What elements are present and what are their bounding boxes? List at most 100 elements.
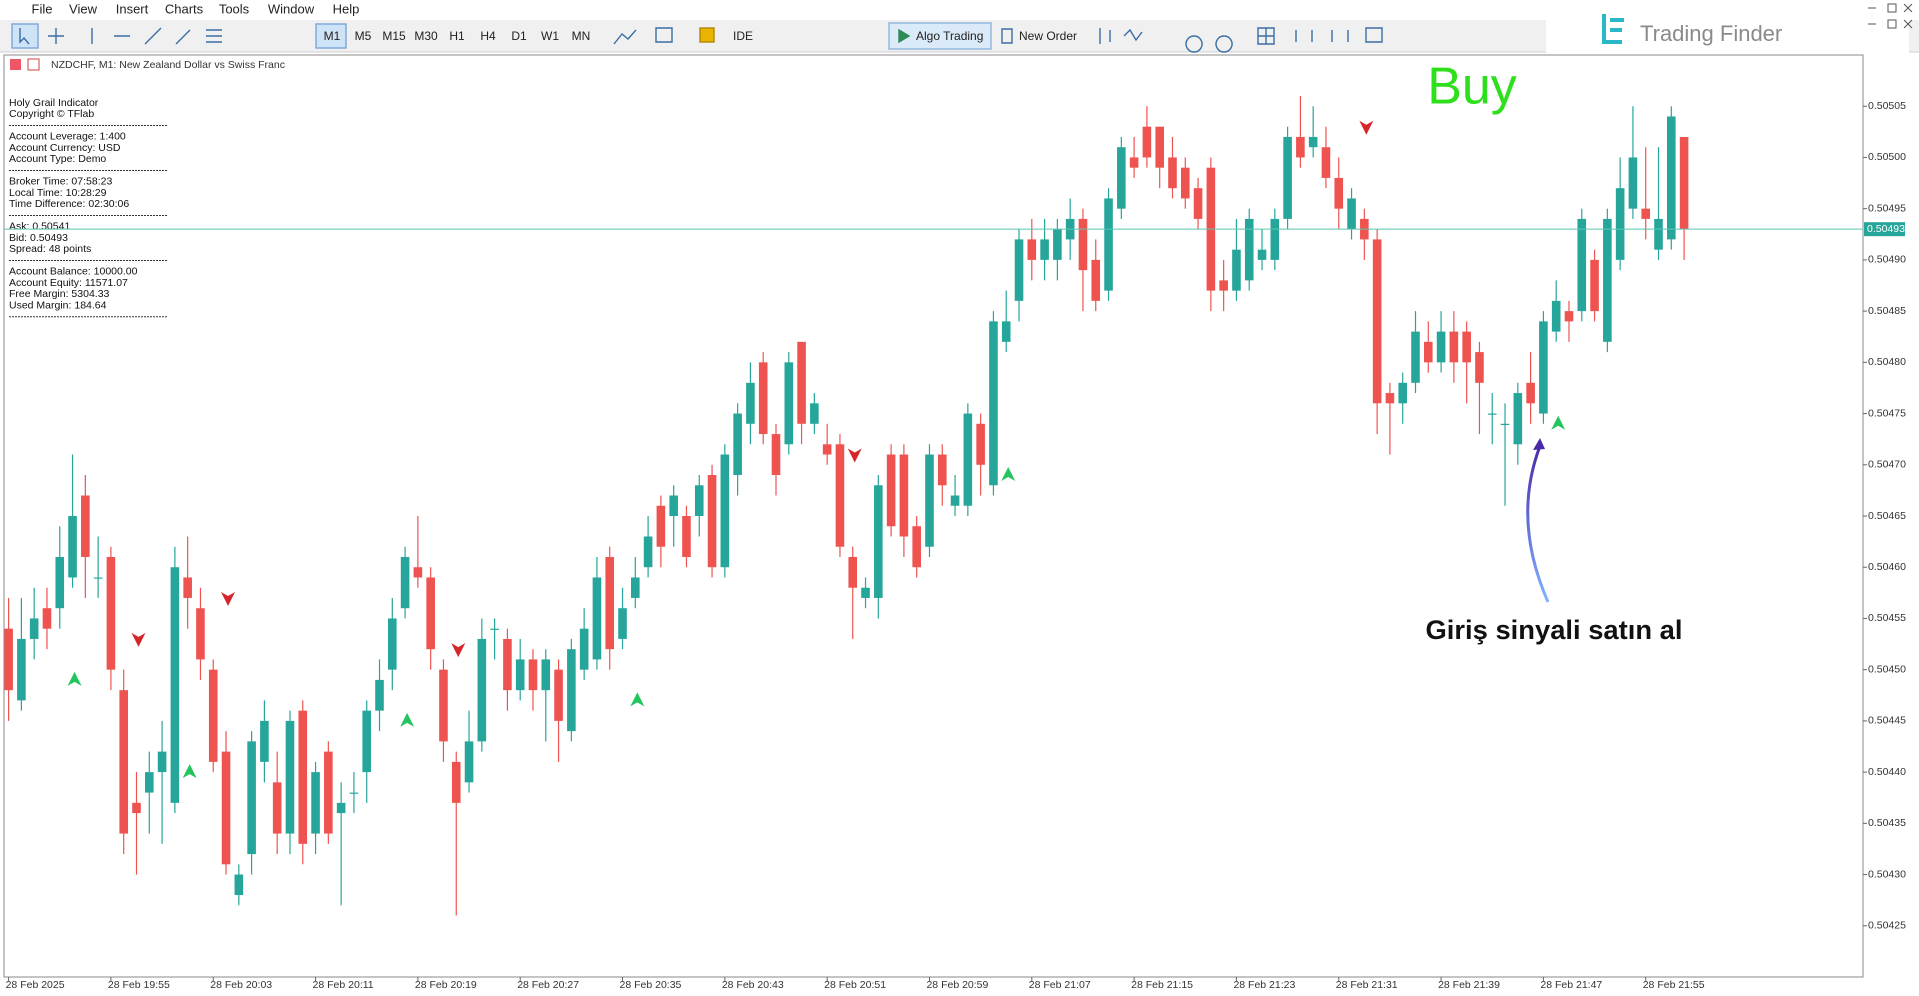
candle-body xyxy=(426,577,435,650)
menu-bar xyxy=(0,0,1919,20)
menu-item[interactable]: Help xyxy=(333,1,360,16)
x-tick-label: 28 Feb 20:11 xyxy=(313,979,374,991)
candle-body xyxy=(528,659,538,691)
current-price-box xyxy=(1864,222,1905,237)
candle-body xyxy=(874,485,883,598)
candle-body xyxy=(1193,188,1203,219)
candle-body xyxy=(400,556,410,609)
menu-item[interactable]: Window xyxy=(268,1,315,16)
y-tick-label: 0.50495 xyxy=(1868,202,1906,214)
candle-body xyxy=(93,577,103,579)
candle-body xyxy=(848,556,858,588)
candle-body xyxy=(1040,239,1049,260)
x-tick-label: 28 Feb 21:47 xyxy=(1540,979,1602,991)
y-tick-label: 0.50440 xyxy=(1868,766,1906,778)
candle-body xyxy=(1347,198,1356,230)
timeframe-button[interactable]: W1 xyxy=(541,29,559,43)
candle-body xyxy=(1551,300,1561,332)
y-tick-label: 0.50450 xyxy=(1868,663,1906,675)
crosshair-icon[interactable] xyxy=(48,28,64,44)
window-controls[interactable] xyxy=(1868,3,1913,29)
candle-body xyxy=(1104,198,1113,291)
candle-body xyxy=(81,495,90,557)
timeframe-button[interactable]: M30 xyxy=(414,29,438,43)
chart-header: NZDCHF, M1: New Zealand Dollar vs Swiss … xyxy=(51,59,285,71)
candle-body xyxy=(784,362,794,445)
candle-body xyxy=(1526,382,1535,404)
candle-body xyxy=(132,802,141,814)
candle-body xyxy=(1219,280,1228,291)
candle-body xyxy=(682,516,691,557)
candle-body xyxy=(119,690,129,834)
info-line: Account Balance: 10000.00 xyxy=(9,266,138,278)
candle-body xyxy=(1296,136,1305,158)
candle-body xyxy=(260,720,269,762)
candle-body xyxy=(324,751,333,834)
buy-arrow xyxy=(400,712,415,727)
candle-body xyxy=(707,475,717,568)
candle-body xyxy=(503,638,512,691)
candle-body xyxy=(1539,321,1548,414)
candle-body xyxy=(157,751,167,773)
timeframe-button[interactable]: M1 xyxy=(324,29,341,43)
buy-arrow xyxy=(67,671,82,686)
info-line: Holy Grail Indicator xyxy=(9,97,99,109)
draw-icons[interactable] xyxy=(91,27,222,45)
menu-item[interactable]: Insert xyxy=(116,1,149,16)
annotation: Giriş sinyali satın al xyxy=(1426,615,1683,645)
algo-label[interactable]: Algo Trading xyxy=(916,29,983,43)
candle-body xyxy=(247,741,256,855)
candle-body xyxy=(746,382,755,424)
timeframe-button[interactable]: H4 xyxy=(480,29,496,43)
candle-body xyxy=(477,638,487,742)
info-line: Broker Time: 07:58:23 xyxy=(9,176,112,188)
m1-button[interactable] xyxy=(315,23,347,49)
candle-body xyxy=(42,608,52,629)
x-tick-label: 28 Feb 2025 xyxy=(6,979,65,991)
candle-body xyxy=(1641,208,1651,219)
candle-body xyxy=(1628,157,1638,209)
timeframe-button[interactable]: MN xyxy=(572,29,591,43)
y-tick-label: 0.50430 xyxy=(1868,868,1906,880)
menu-item[interactable]: File xyxy=(32,1,53,16)
timeframe-button[interactable]: M5 xyxy=(355,29,372,43)
candle-body xyxy=(1436,331,1446,363)
y-tick-label: 0.50470 xyxy=(1868,459,1906,471)
y-tick-label: 0.50475 xyxy=(1868,407,1906,419)
menu-item[interactable]: Tools xyxy=(219,1,250,16)
candle-body xyxy=(810,403,819,424)
chart-icons[interactable] xyxy=(613,27,673,45)
menu-item[interactable]: View xyxy=(69,1,98,16)
candle-body xyxy=(1053,229,1062,260)
candle-body xyxy=(298,710,308,844)
timeframe-button[interactable]: M15 xyxy=(382,29,406,43)
x-tick-label: 28 Feb 21:23 xyxy=(1233,979,1295,991)
buy-label: Buy xyxy=(1427,58,1517,116)
candle-body xyxy=(311,772,320,834)
timeframe-button[interactable]: D1 xyxy=(511,29,527,43)
logo-text: Trading Finder xyxy=(1640,21,1782,46)
candle-body xyxy=(362,710,372,773)
candle-body xyxy=(196,608,205,660)
new-order-button[interactable]: New Order xyxy=(1019,29,1077,43)
menu-item[interactable]: Charts xyxy=(165,1,204,16)
chart-icon xyxy=(10,59,21,70)
y-tick-label: 0.50445 xyxy=(1868,715,1906,727)
ide-button[interactable]: IDE xyxy=(733,29,753,43)
candle-body xyxy=(1462,331,1471,363)
candle-body xyxy=(349,792,359,794)
timeframe-button[interactable]: H1 xyxy=(449,29,465,43)
candle-body xyxy=(1475,352,1484,383)
candle-body xyxy=(1001,321,1011,342)
candle-body xyxy=(68,516,77,578)
more-icons[interactable] xyxy=(1001,27,1383,53)
candle-body xyxy=(899,454,909,537)
candle-body xyxy=(413,567,423,578)
gold-icon[interactable] xyxy=(699,27,715,43)
candle-body xyxy=(515,659,525,691)
candle-body xyxy=(1564,311,1574,322)
cursor-tool[interactable] xyxy=(11,23,39,49)
chart-icon xyxy=(27,58,40,71)
info-line: Account Leverage: 1:400 xyxy=(9,131,126,143)
